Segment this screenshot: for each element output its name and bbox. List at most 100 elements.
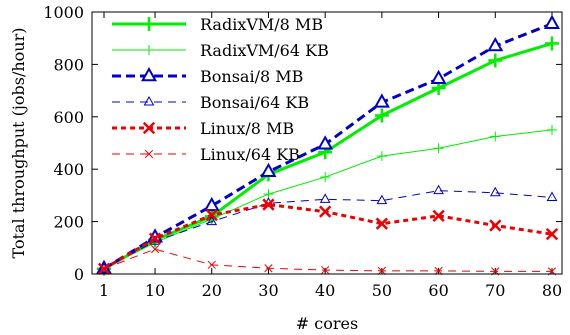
triangle-marker bbox=[206, 215, 218, 226]
data-point bbox=[433, 184, 444, 195]
triangle-marker bbox=[376, 194, 388, 205]
triangle-marker bbox=[430, 69, 447, 85]
legend: RadixVM/8 MB RadixVM/64 KB Bonsai/8 MB Bons… bbox=[112, 15, 329, 164]
x-marker-b bbox=[148, 232, 162, 245]
x-tick-label: 30 bbox=[258, 281, 278, 300]
x-marker-b bbox=[545, 228, 559, 241]
data-point bbox=[260, 162, 277, 178]
data-point bbox=[377, 266, 386, 275]
x-marker-b bbox=[150, 245, 160, 254]
data-point bbox=[320, 172, 331, 183]
x-tick-label: 80 bbox=[542, 281, 562, 300]
x-marker-b bbox=[432, 209, 445, 222]
legend-marker bbox=[143, 95, 155, 106]
legend-label: RadixVM/8 MB bbox=[200, 15, 323, 34]
x-tick-label: 50 bbox=[372, 281, 392, 300]
x-marker-b bbox=[434, 266, 443, 275]
data-point bbox=[433, 143, 444, 154]
triangle-marker bbox=[489, 186, 501, 197]
data-point bbox=[205, 208, 218, 222]
x-marker-b bbox=[489, 219, 502, 232]
triangle-marker bbox=[203, 196, 220, 212]
legend-entry: RadixVM/64 KB bbox=[112, 41, 329, 60]
x-marker-b bbox=[319, 205, 332, 218]
legend-label: RadixVM/64 KB bbox=[200, 41, 329, 60]
legend-label: Linux/8 MB bbox=[200, 119, 294, 138]
legend-entry: RadixVM/8 MB bbox=[112, 15, 323, 34]
data-point bbox=[262, 198, 275, 211]
data-point bbox=[317, 135, 334, 150]
data-point bbox=[376, 194, 388, 205]
y-tick-label: 400 bbox=[53, 160, 84, 179]
legend-label: Bonsai/8 MB bbox=[200, 67, 303, 86]
data-point bbox=[376, 151, 387, 162]
series-radixvm-8-mb bbox=[97, 36, 559, 276]
legend-label: Linux/64 KB bbox=[200, 145, 300, 164]
legend-entry: Bonsai/8 MB bbox=[112, 66, 303, 86]
legend-label: Bonsai/64 KB bbox=[200, 93, 309, 112]
x-tick-label: 1 bbox=[99, 281, 109, 300]
plot-frame bbox=[91, 11, 563, 275]
legend-marker bbox=[144, 45, 154, 55]
y-tick-label: 600 bbox=[53, 108, 84, 127]
legend-marker bbox=[142, 121, 156, 135]
data-point bbox=[487, 37, 504, 52]
data-point bbox=[373, 93, 390, 108]
data-point bbox=[321, 265, 330, 275]
data-point bbox=[543, 14, 561, 29]
data-point bbox=[547, 124, 557, 135]
triangle-marker bbox=[543, 14, 561, 29]
legend-entry: Linux/64 KB bbox=[112, 145, 300, 164]
y-axis-label: Total throughput (jobs/hour) bbox=[9, 28, 28, 259]
data-point bbox=[374, 108, 389, 123]
x-tick-label: 10 bbox=[145, 281, 165, 300]
triangle-marker bbox=[143, 95, 155, 106]
triangle-marker bbox=[140, 66, 158, 82]
triangle-marker bbox=[546, 191, 558, 201]
x-marker-b bbox=[144, 149, 154, 159]
data-point bbox=[488, 53, 503, 68]
data-point bbox=[203, 196, 220, 212]
x-marker-b bbox=[262, 198, 275, 211]
data-point bbox=[489, 186, 501, 197]
y-tick-label: 200 bbox=[53, 213, 84, 232]
x-marker-b bbox=[99, 264, 109, 273]
data-point bbox=[319, 193, 331, 203]
x-axis-label: # cores bbox=[296, 314, 358, 333]
triangle-marker bbox=[433, 184, 444, 195]
triangle-marker bbox=[319, 193, 331, 203]
x-tick-label: 20 bbox=[202, 281, 222, 300]
triangle-marker bbox=[317, 135, 334, 150]
data-point bbox=[148, 232, 162, 245]
data-point bbox=[545, 36, 559, 51]
y-tick-label: 1000 bbox=[43, 3, 84, 22]
data-point bbox=[432, 209, 445, 222]
triangle-marker bbox=[373, 93, 390, 108]
data-point bbox=[434, 266, 443, 275]
legend-marker bbox=[144, 149, 154, 159]
data-point bbox=[489, 219, 502, 232]
data-point bbox=[430, 69, 447, 85]
data-point bbox=[99, 264, 109, 273]
data-point bbox=[319, 205, 332, 218]
data-point bbox=[546, 191, 558, 201]
y-tick-label: 0 bbox=[74, 265, 84, 284]
x-marker-b bbox=[321, 265, 330, 275]
x-marker-b bbox=[205, 208, 218, 222]
legend-marker bbox=[140, 66, 158, 82]
x-tick-label: 70 bbox=[485, 281, 505, 300]
data-point bbox=[545, 228, 559, 241]
tick-labels: 0 200 400 600 800 1000 1 10 20 30 40 50 60 70 80 bbox=[43, 3, 562, 300]
triangle-marker bbox=[260, 162, 277, 178]
x-marker-b bbox=[377, 266, 386, 275]
x-tick-label: 60 bbox=[428, 281, 448, 300]
x-marker-b bbox=[375, 217, 389, 230]
data-point bbox=[375, 217, 389, 230]
data-point bbox=[264, 264, 273, 273]
x-marker-b bbox=[264, 264, 273, 273]
series-line bbox=[103, 190, 553, 270]
legend-entry: Linux/8 MB bbox=[112, 119, 294, 138]
series-line bbox=[103, 248, 552, 272]
legend-entry: Bonsai/64 KB bbox=[112, 93, 309, 112]
